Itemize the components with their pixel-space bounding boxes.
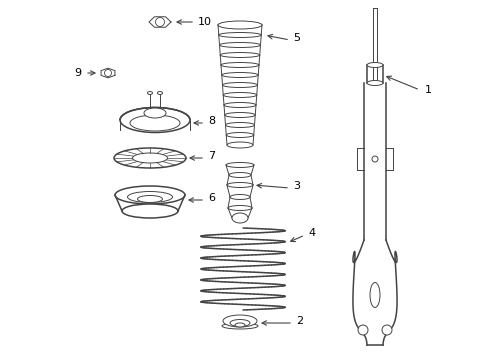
Circle shape [358,325,368,335]
Ellipse shape [222,82,258,87]
Ellipse shape [144,108,166,118]
Ellipse shape [367,63,383,68]
Ellipse shape [218,23,262,27]
Ellipse shape [147,91,152,95]
Ellipse shape [226,162,254,167]
Text: 6: 6 [208,193,215,203]
Ellipse shape [230,194,250,199]
Ellipse shape [218,21,262,29]
Ellipse shape [225,113,255,117]
Ellipse shape [132,153,168,163]
Ellipse shape [228,206,252,211]
Ellipse shape [224,103,256,108]
Ellipse shape [127,192,172,202]
Ellipse shape [226,132,254,138]
Ellipse shape [235,323,245,327]
Text: 9: 9 [74,68,81,78]
Text: 3: 3 [293,181,300,191]
Ellipse shape [157,91,163,95]
Text: 10: 10 [198,17,212,27]
Ellipse shape [222,72,258,77]
Text: 7: 7 [208,151,215,161]
Text: 1: 1 [425,85,432,95]
Ellipse shape [227,183,253,188]
Polygon shape [101,68,115,78]
Ellipse shape [120,108,190,132]
Text: 2: 2 [296,316,303,326]
Ellipse shape [229,172,251,177]
Polygon shape [149,17,171,27]
Circle shape [372,156,378,162]
Ellipse shape [227,142,253,148]
Ellipse shape [223,315,257,327]
Ellipse shape [367,81,383,86]
Ellipse shape [114,148,186,168]
Ellipse shape [138,195,163,202]
Circle shape [155,18,165,27]
Ellipse shape [223,93,257,98]
Ellipse shape [225,122,254,127]
Ellipse shape [115,186,185,204]
Ellipse shape [220,53,260,58]
Ellipse shape [222,323,258,329]
Ellipse shape [220,42,261,48]
Text: 8: 8 [208,116,215,126]
Ellipse shape [221,63,259,68]
Circle shape [382,325,392,335]
Ellipse shape [122,204,178,218]
Ellipse shape [230,320,250,327]
Text: 4: 4 [308,228,315,238]
Text: 5: 5 [293,33,300,43]
Ellipse shape [232,213,248,223]
Ellipse shape [370,283,380,307]
Ellipse shape [219,32,261,37]
Ellipse shape [130,115,180,131]
Circle shape [104,69,112,77]
